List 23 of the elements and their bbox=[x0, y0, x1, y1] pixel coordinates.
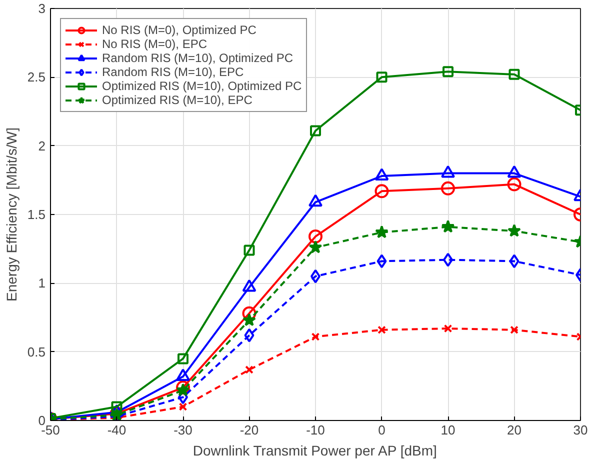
y-tick-label: 1.5 bbox=[27, 207, 46, 222]
x-tick-label: -10 bbox=[306, 422, 325, 438]
x-tick-label: 0 bbox=[378, 422, 386, 438]
y-tick-label: 0.5 bbox=[27, 344, 46, 360]
y-tick-label: 1 bbox=[38, 276, 46, 291]
x-tick-label: 10 bbox=[440, 422, 456, 438]
x-tick-label: -40 bbox=[107, 422, 126, 438]
y-tick-label: 2.5 bbox=[27, 70, 46, 85]
y-tick-label: 2 bbox=[38, 138, 46, 154]
x-axis-title: Downlink Transmit Power per AP [dBm] bbox=[192, 442, 437, 458]
y-axis-title: Energy Efficiency [Mbit/s/W] bbox=[3, 127, 20, 302]
x-tick-label: 20 bbox=[507, 422, 522, 438]
y-tick-label: 3 bbox=[38, 1, 46, 16]
legend-label: Optimized RIS (M=10), EPC bbox=[102, 93, 252, 107]
legend-label: No RIS (M=0), Optimized PC bbox=[102, 23, 256, 37]
x-tick-label: -20 bbox=[240, 422, 259, 438]
x-tick-label: -30 bbox=[174, 422, 192, 438]
legend-label: Random RIS (M=10), EPC bbox=[102, 65, 244, 79]
x-tick-label: 30 bbox=[573, 422, 588, 438]
y-tick-label: 0 bbox=[38, 413, 46, 428]
legend-label: No RIS (M=0), EPC bbox=[102, 37, 208, 51]
legend-label: Random RIS (M=10), Optimized PC bbox=[102, 51, 294, 65]
legend-label: Optimized RIS (M=10), Optimized PC bbox=[102, 79, 302, 93]
